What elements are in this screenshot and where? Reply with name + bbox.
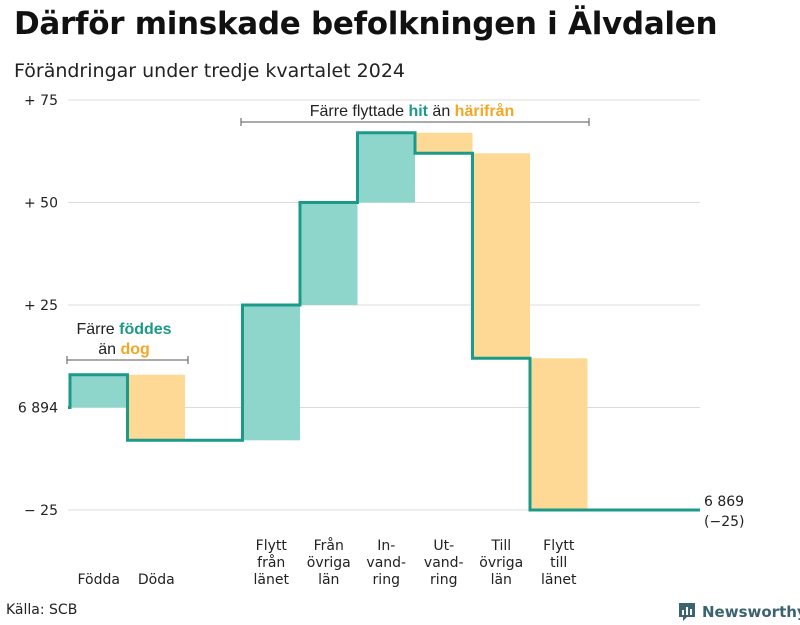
step-line xyxy=(68,131,700,512)
end-change-label: (−25) xyxy=(704,514,744,530)
cumulative-step-line xyxy=(68,131,700,512)
y-tick-label: + 50 xyxy=(24,196,58,212)
y-tick-label: − 25 xyxy=(24,503,58,519)
category-labels: Födda Döda Flytt från länet Från övriga län In-v… xyxy=(78,537,577,588)
bar xyxy=(127,374,185,441)
bar xyxy=(357,132,415,203)
category-label: Från övriga län xyxy=(307,537,351,588)
source-note: Källa: SCB xyxy=(6,602,78,618)
end-value-label: 6 869 xyxy=(704,494,744,510)
category-label: Födda xyxy=(78,572,120,588)
category-label: Flytt till länet xyxy=(541,538,577,588)
births-annotation-line2: än dog xyxy=(98,341,150,358)
births-annotation-line1: Färre föddes xyxy=(76,321,171,338)
bar xyxy=(530,358,588,510)
category-label: Flytt från länet xyxy=(254,538,290,588)
newsworthy-logo[interactable]: Newsworthy xyxy=(678,600,800,624)
category-label: In-vand-ring xyxy=(366,538,406,588)
brand-name: Newsworthy xyxy=(702,603,800,621)
chart-title: Därför minskade befolkningen i Älvdalen xyxy=(14,6,718,42)
migration-annotation: Färre flyttade hit än härifrån xyxy=(310,102,515,120)
category-label: Döda xyxy=(138,572,175,588)
bar xyxy=(242,305,300,441)
category-label: Ut-vand-ring xyxy=(424,538,464,588)
chart-subtitle: Förändringar under tredje kvartalet 2024 xyxy=(14,60,406,82)
y-tick-label: + 75 xyxy=(24,93,58,109)
newsworthy-icon xyxy=(679,603,695,621)
bar xyxy=(300,202,358,305)
annotations: Färre föddes än dog Färre flyttade hit ä… xyxy=(66,102,590,364)
bar xyxy=(70,374,128,408)
bar xyxy=(415,132,473,154)
y-tick-label: 6 894 xyxy=(18,401,58,417)
bar xyxy=(472,153,530,359)
tick-labels: + 75 + 50 + 25 6 894 − 25 xyxy=(18,93,58,519)
y-tick-label: + 25 xyxy=(24,298,58,314)
category-label: Till övriga län xyxy=(479,538,523,588)
bars xyxy=(70,132,588,510)
